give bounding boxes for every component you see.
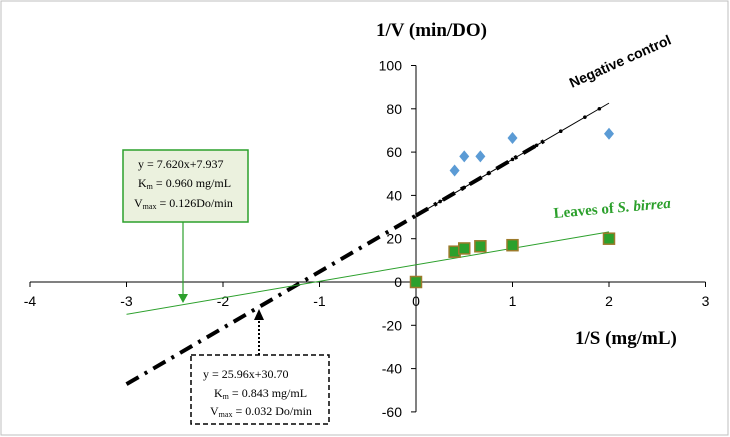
y-axis-title: 1/V (min/DO) xyxy=(376,20,487,41)
leaves-label: Leaves of S. birrea xyxy=(553,196,672,222)
negative-fit-dot xyxy=(583,115,587,119)
leaves-point xyxy=(409,275,423,289)
leaves-km-eq: = xyxy=(153,176,166,190)
negative-fit-dashed-overlay xyxy=(414,137,548,218)
y-tick-label: 60 xyxy=(386,144,402,160)
y-tick-label: -60 xyxy=(382,404,402,420)
negative-equation-box xyxy=(190,354,330,425)
negative-fit-dot xyxy=(534,143,539,148)
negative-callout-arrowhead xyxy=(254,309,264,320)
leaves-point xyxy=(506,238,519,252)
leaves-vmax: Vmax = 0.126Do/min xyxy=(134,196,233,211)
x-tick-label: 3 xyxy=(702,293,710,309)
negative-vmax-symbol: V xyxy=(210,404,219,418)
leaves-km-sub: m xyxy=(147,182,154,191)
negative-vmax-value: 0.032 Do/min xyxy=(245,404,312,418)
x-tick-label: -3 xyxy=(120,293,133,309)
negative-fit-dot xyxy=(510,157,515,162)
leaves-label-species: S. birrea xyxy=(617,196,672,217)
x-tick-label: 0 xyxy=(412,293,420,309)
y-tick-label: -40 xyxy=(382,361,402,377)
x-tick-label: -2 xyxy=(217,293,230,309)
data-points xyxy=(409,127,616,289)
leaves-equation-box xyxy=(122,149,249,223)
leaves-vmax-value: 0.126Do/min xyxy=(169,196,233,210)
fit-lines xyxy=(125,102,610,386)
negative-control-point xyxy=(449,164,460,177)
leaves-km: Km = 0.960 mg/mL xyxy=(138,176,231,191)
negative-km-value: 0.843 mg/mL xyxy=(242,386,307,400)
leaves-equation: y = 7.620x+7.937 xyxy=(138,157,224,171)
y-tick-label: 0 xyxy=(394,274,402,290)
negative-control-point xyxy=(475,150,486,163)
leaves-point xyxy=(602,232,616,245)
negative-vmax: Vmax = 0.032 Do/min xyxy=(210,404,312,419)
leaves-label-prefix: Leaves of xyxy=(553,200,618,222)
negative-km-symbol: K xyxy=(214,386,223,400)
y-tick-label: 20 xyxy=(386,231,402,247)
leaves-point xyxy=(458,242,471,255)
negative-fit-dot xyxy=(438,199,442,204)
negative-control-point xyxy=(507,132,518,145)
negative-equation: y = 25.96x+30.70 xyxy=(203,367,289,381)
y-tick-label: 100 xyxy=(379,58,403,74)
negative-km-sub: m xyxy=(223,392,230,401)
tick-labels: -4 -3 -2 -1 0 1 2 3 -60 -40 -20 0 20 40 60 80 100 xyxy=(24,58,710,420)
leaves-fit-line xyxy=(126,231,610,315)
negative-control-point xyxy=(604,127,614,140)
leaves-point xyxy=(474,240,487,253)
negative-vmax-eq: = xyxy=(232,404,245,418)
negative-km-eq: = xyxy=(229,386,242,400)
x-tick-label: -1 xyxy=(313,293,326,309)
y-tick-label: 80 xyxy=(386,101,402,117)
leaves-vmax-symbol: V xyxy=(134,196,143,210)
leaves-callout-arrowhead xyxy=(178,294,188,303)
negative-fit-dot xyxy=(597,106,602,111)
negative-fit-dot xyxy=(462,185,467,190)
negative-vmax-sub: max xyxy=(219,410,233,419)
negative-control-point xyxy=(459,150,470,163)
x-tick-label: 1 xyxy=(509,293,517,309)
leaves-vmax-sub: max xyxy=(143,202,157,211)
negative-fit-dot xyxy=(486,171,491,176)
y-tick-label: 40 xyxy=(386,187,402,203)
leaves-km-value: 0.960 mg/mL xyxy=(166,176,231,190)
x-tick-label: -4 xyxy=(24,293,37,309)
negative-fit-dot xyxy=(558,129,563,134)
leaves-km-symbol: K xyxy=(138,176,147,190)
y-tick-label: -20 xyxy=(382,317,402,333)
x-tick-label: 2 xyxy=(605,293,613,309)
negative-km: Km = 0.843 mg/mL xyxy=(214,386,307,401)
x-axis-title: 1/S (mg/mL) xyxy=(575,328,677,349)
leaves-vmax-eq: = xyxy=(156,196,169,210)
negative-fit-extrapolation xyxy=(125,213,418,386)
